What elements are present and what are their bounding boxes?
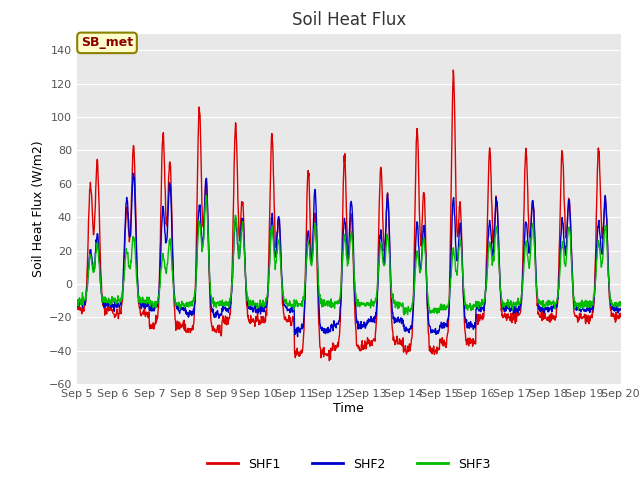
- SHF2: [617, 306, 625, 312]
- SHF1: [180, 328, 188, 334]
- SHF3: [180, 304, 188, 310]
- SHF3: [617, 302, 625, 308]
- SHF1: [449, 67, 457, 73]
- SHF2: [181, 307, 189, 313]
- SHF1: [73, 305, 81, 311]
- SHF3: [194, 238, 202, 243]
- Y-axis label: Soil Heat Flux (W/m2): Soil Heat Flux (W/m2): [31, 141, 44, 277]
- SHF1: [326, 358, 333, 363]
- SHF1: [553, 304, 561, 310]
- SHF2: [505, 303, 513, 309]
- SHF2: [129, 170, 137, 176]
- SHF3: [505, 300, 513, 305]
- Line: SHF3: SHF3: [77, 195, 621, 315]
- SHF1: [617, 312, 625, 318]
- SHF3: [434, 309, 442, 314]
- SHF3: [553, 298, 561, 304]
- SHF2: [73, 300, 81, 305]
- SHF2: [195, 216, 202, 222]
- SHF3: [73, 302, 81, 308]
- Line: SHF1: SHF1: [77, 70, 621, 360]
- Legend: SHF1, SHF2, SHF3: SHF1, SHF2, SHF3: [202, 453, 495, 476]
- X-axis label: Time: Time: [333, 402, 364, 415]
- SHF1: [255, 320, 262, 326]
- SHF3: [255, 305, 263, 311]
- SHF3: [202, 192, 210, 198]
- SHF2: [294, 334, 301, 339]
- SHF1: [194, 156, 202, 162]
- SHF1: [505, 314, 513, 320]
- SHF2: [553, 304, 561, 310]
- SHF2: [434, 331, 442, 336]
- Text: SB_met: SB_met: [81, 36, 133, 49]
- SHF3: [401, 312, 408, 318]
- SHF2: [255, 308, 263, 314]
- Line: SHF2: SHF2: [77, 173, 621, 336]
- Title: Soil Heat Flux: Soil Heat Flux: [292, 11, 406, 29]
- SHF1: [434, 348, 442, 354]
